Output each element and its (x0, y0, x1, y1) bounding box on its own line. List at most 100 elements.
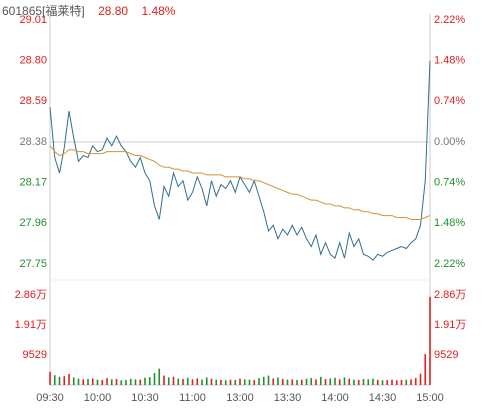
volume-bar (424, 354, 427, 385)
volume-bar (220, 379, 222, 385)
vol-tick-label-right: 2.86万 (434, 289, 466, 301)
volume-bar (215, 379, 218, 385)
volume-bar (191, 379, 194, 385)
volume-bar (329, 378, 332, 385)
volume-bar (239, 378, 241, 385)
x-tick-label: 10:30 (131, 392, 159, 404)
x-tick-label: 15:00 (416, 392, 444, 404)
volume-bar (291, 379, 294, 385)
volume-bar (153, 373, 156, 385)
y2-tick-label: 2.22% (434, 258, 465, 270)
volume-bar (115, 379, 118, 385)
volume-bar (196, 378, 199, 385)
volume-bar (87, 379, 89, 385)
volume-bar (110, 379, 113, 385)
volume-bar (310, 378, 313, 385)
y-tick-label: 28.80 (19, 55, 47, 67)
volume-bar (177, 378, 180, 385)
volume-bar (405, 379, 408, 385)
volume-bar (125, 379, 127, 385)
volume-bar (182, 379, 184, 385)
volume-bar (234, 379, 237, 385)
volume-bar (49, 371, 51, 385)
stock-title: 601865[福莱特] (2, 4, 85, 18)
volume-bar (429, 296, 431, 385)
volume-bar (63, 376, 66, 385)
vol-tick-label-right: 1.91万 (434, 319, 466, 331)
volume-bar (400, 379, 403, 385)
volume-bar (53, 375, 56, 385)
volume-bar (324, 379, 327, 385)
change-percent: 1.48% (141, 4, 176, 18)
x-tick-label: 09:30 (36, 392, 64, 404)
volume-bar (77, 378, 80, 385)
vol-tick-label-right: 9529 (434, 349, 458, 361)
y-tick-label: 28.38 (19, 136, 47, 148)
volume-bar (262, 376, 265, 385)
series-line (49, 145, 431, 220)
volume-bar (91, 378, 94, 385)
y2-tick-label: 2.22% (434, 14, 465, 26)
volume-bar (82, 379, 85, 385)
header: 601865[福莱特] 28.80 1.48% (2, 2, 185, 19)
volume-bar (277, 377, 279, 385)
volume-bar (286, 379, 289, 385)
volume-bar (72, 377, 75, 385)
volume-bar (376, 379, 379, 385)
volume-bar (243, 379, 246, 385)
x-tick-label: 13:00 (226, 392, 254, 404)
volume-bar (120, 380, 123, 385)
y2-tick-label: 1.48% (434, 217, 465, 229)
volume-bar (381, 380, 384, 385)
y-tick-label: 27.75 (19, 258, 47, 270)
volume-bar (172, 376, 175, 385)
y-tick-label: 29.01 (19, 14, 47, 26)
y2-tick-label: 0.74% (434, 177, 465, 189)
vol-tick-label: 1.91万 (15, 319, 47, 331)
volume-bar (395, 380, 398, 385)
volume-bar (129, 378, 132, 385)
volume-bar (229, 379, 232, 385)
volume-bar (281, 379, 284, 385)
volume-bar (101, 379, 104, 385)
volume-bar (248, 379, 251, 385)
volume-bar (300, 379, 303, 385)
volume-bar (186, 377, 189, 385)
volume-bar (224, 380, 227, 385)
volume-bar (343, 377, 346, 385)
volume-bar (163, 375, 165, 385)
volume-bar (106, 378, 108, 385)
series-line (49, 60, 431, 261)
volume-bar (272, 378, 275, 385)
y-tick-label: 28.17 (19, 177, 47, 189)
volume-bar (386, 379, 389, 385)
volume-bar (68, 373, 70, 385)
volume-bar (305, 378, 308, 385)
volume-bar (357, 379, 360, 385)
volume-bar (167, 377, 170, 385)
volume-bar (319, 376, 322, 385)
y-tick-label: 28.59 (19, 95, 47, 107)
volume-bar (372, 378, 374, 385)
volume-bar (96, 379, 99, 385)
x-tick-label: 10:00 (84, 392, 112, 404)
volume-bar (315, 379, 317, 385)
last-price: 28.80 (98, 4, 129, 18)
x-tick-label: 14:30 (369, 392, 397, 404)
volume-bar (334, 377, 336, 385)
volume-bar (353, 379, 355, 385)
volume-bar (134, 379, 137, 385)
volume-bar (414, 378, 417, 385)
volume-bar (367, 379, 370, 385)
volume-bar (210, 378, 213, 385)
volume-bar (391, 379, 393, 385)
vol-tick-label: 2.86万 (15, 289, 47, 301)
vol-tick-label: 9529 (23, 349, 47, 361)
y-tick-label: 27.96 (19, 217, 47, 229)
volume-bar (362, 379, 365, 385)
volume-bar (148, 377, 151, 385)
volume-bar (296, 379, 298, 385)
volume-bar (158, 368, 161, 385)
